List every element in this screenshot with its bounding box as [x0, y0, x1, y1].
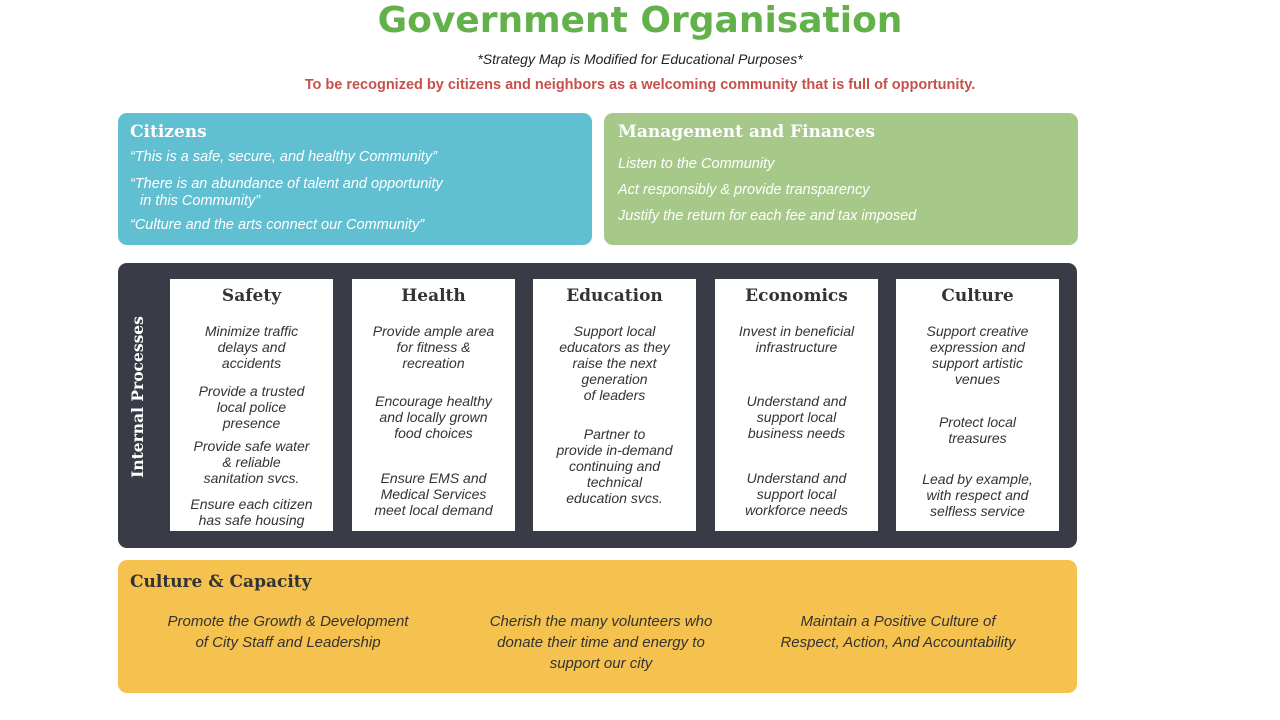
process-column-economics: Economics Invest in beneficial infrastruct…	[715, 279, 878, 531]
page-title: Government Organisation	[377, 0, 903, 41]
process-item: Minimize traffic delays and accidents	[204, 323, 299, 371]
process-item: Invest in beneficial infrastructure	[738, 323, 855, 355]
process-column-heading: Education	[566, 286, 663, 306]
culture-capacity-box: Culture & Capacity Promote the Growth & …	[118, 560, 1077, 693]
process-column-education: Education Support local educators as they r…	[533, 279, 696, 531]
vision-statement: To be recognized by citizens and neighbo…	[304, 77, 976, 93]
process-item: Understand and support local workforce nee…	[745, 470, 848, 518]
process-item: Support local educators as they raise the …	[559, 323, 670, 403]
process-item: Understand and support local business need…	[746, 393, 847, 441]
management-item: Act responsibly & provide transparency	[618, 182, 870, 198]
management-heading: Management and Finances	[618, 122, 876, 142]
process-column-culture: Culture Support creative expression and sup…	[896, 279, 1059, 531]
citizens-item: “There is an abundance of talent and opp…	[130, 176, 443, 192]
page-subtitle: *Strategy Map is Modified for Educationa…	[477, 51, 803, 67]
process-item: Encourage healthy and locally grown food c…	[375, 393, 492, 441]
citizens-box: Citizens “This is a safe, secure, and he…	[118, 113, 592, 245]
internal-processes-label: Internal Processes	[128, 316, 147, 478]
citizens-heading: Citizens	[130, 122, 207, 142]
process-column-heading: Economics	[745, 286, 848, 306]
process-item: Ensure each citizen has safe housing	[190, 496, 313, 528]
process-column-safety: Safety Minimize traffic delays and accident…	[170, 279, 333, 531]
process-item: Provide safe water & reliable sanitation s…	[193, 438, 310, 486]
management-item: Listen to the Community	[618, 156, 775, 172]
process-item: Provide a trusted local police presence	[198, 383, 305, 431]
management-box: Management and Finances Listen to the Co…	[604, 113, 1078, 245]
process-column-health: Health Provide ample area for fitness & rec…	[352, 279, 515, 531]
process-column-heading: Health	[401, 286, 466, 306]
citizens-item: “This is a safe, secure, and healthy Com…	[130, 149, 438, 165]
culture-capacity-item: Maintain a Positive Culture of Respect, A…	[780, 613, 1016, 651]
process-item: Ensure EMS and Medical Services meet local…	[374, 470, 493, 518]
culture-capacity-heading: Culture & Capacity	[130, 572, 312, 592]
process-item: Partner to provide in-demand continuing an…	[556, 426, 673, 506]
process-item: Protect local treasures	[938, 414, 1017, 446]
citizens-item: “Culture and the arts connect our Commun…	[130, 217, 425, 233]
citizens-item: in this Community”	[140, 193, 261, 209]
culture-capacity-item: Promote the Growth & Development of City …	[167, 613, 409, 651]
management-item: Justify the return for each fee and tax …	[618, 208, 917, 224]
process-item: Support creative expression and support ar…	[926, 323, 1029, 387]
process-column-heading: Culture	[941, 286, 1014, 306]
process-item: Provide ample area for fitness & recreatio…	[372, 323, 495, 371]
process-column-heading: Safety	[221, 286, 282, 306]
culture-capacity-item: Cherish the many volunteers who donate th…	[489, 613, 713, 672]
process-item: Lead by example, with respect and selfless…	[922, 471, 1033, 519]
